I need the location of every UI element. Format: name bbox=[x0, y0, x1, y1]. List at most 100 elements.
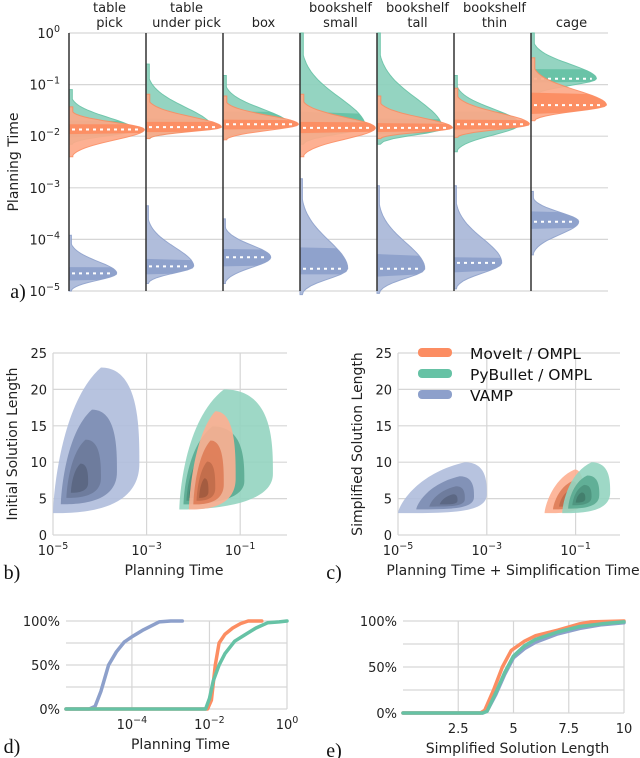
x-axis-label: Planning Time bbox=[124, 563, 223, 579]
y-tick-label: 0 bbox=[39, 529, 47, 544]
cdf-line-vamp bbox=[64, 619, 185, 711]
panel-c: 0 5 10 15 20 25 10−5 10−3 10−1 Planning Time + Si… bbox=[326, 345, 639, 584]
y-tick-label: 25 bbox=[30, 347, 47, 362]
violin-iqr-vamp bbox=[300, 247, 348, 275]
violin-iqr-vamp bbox=[531, 211, 579, 229]
y-tick-label: 5 bbox=[39, 493, 47, 508]
y-tick-label: 100% bbox=[23, 615, 60, 630]
legend-swatch-pybullet bbox=[418, 369, 452, 378]
y-tick-label: 5 bbox=[384, 493, 392, 508]
legend-label-pybullet: PyBullet / OMPL bbox=[470, 366, 592, 384]
category-label-line: cage bbox=[556, 16, 587, 31]
x-tick-label: 10−2 bbox=[194, 715, 225, 733]
y-tick-label: 0% bbox=[39, 703, 60, 718]
category-label-line: small bbox=[323, 16, 358, 31]
y-tick-label: 50% bbox=[31, 659, 60, 674]
y-tick-label: 10−5 bbox=[29, 282, 60, 300]
y-tick-label: 10−1 bbox=[29, 76, 60, 94]
x-tick-label: 5 bbox=[509, 722, 517, 737]
kde-contour-vamp bbox=[70, 463, 89, 493]
panel-label-c: c) bbox=[326, 562, 342, 584]
legend: MoveIt / OMPL PyBullet / OMPL VAMP bbox=[418, 345, 592, 405]
y-tick-label: 10−2 bbox=[29, 127, 60, 145]
y-axis-label: Initial Solution Length bbox=[5, 368, 21, 521]
x-axis-label: Simplified Solution Length bbox=[426, 741, 610, 757]
cdf-line-pybullet bbox=[64, 619, 289, 711]
y-tick-label: 10 bbox=[30, 456, 47, 471]
x-tick-label: 7.5 bbox=[558, 722, 579, 737]
panel-a: 100 10−1 10−2 10−3 10−4 10−5 Planning Time a) ta… bbox=[6, 1, 608, 303]
y-tick-label: 100 bbox=[37, 24, 60, 42]
y-tick-label: 25 bbox=[375, 347, 392, 362]
legend-label-moveit: MoveIt / OMPL bbox=[470, 345, 581, 363]
panel-label-b: b) bbox=[4, 562, 21, 584]
x-tick-label: 10 bbox=[616, 722, 633, 737]
y-tick-label: 50% bbox=[368, 661, 397, 676]
category-label-line: under pick bbox=[152, 16, 221, 31]
category-label-line: box bbox=[252, 16, 276, 31]
legend-label-vamp: VAMP bbox=[470, 387, 513, 405]
x-tick-label: 10−1 bbox=[225, 541, 256, 559]
violin-iqr-moveit bbox=[300, 121, 376, 134]
panel-label-e: e) bbox=[326, 740, 342, 758]
x-axis-label: Planning Time bbox=[131, 737, 230, 753]
violin-iqr-moveit bbox=[531, 92, 607, 114]
violin-iqr-moveit bbox=[454, 119, 530, 130]
cdf-line-pybullet bbox=[401, 620, 626, 715]
x-axis-label: Planning Time + Simplification Time bbox=[386, 563, 639, 579]
x-tick-label: 10−4 bbox=[117, 715, 148, 733]
y-axis-label: Simplified Solution Length bbox=[350, 352, 366, 536]
violin-iqr-moveit bbox=[223, 119, 299, 130]
y-tick-label: 10−3 bbox=[29, 179, 60, 197]
category-label-line: pick bbox=[96, 16, 123, 31]
panel-d: 0% 50% 100% 10−4 10−2 100 Planning Time d) bbox=[4, 615, 299, 758]
category-label-line: bookshelf bbox=[386, 1, 449, 16]
category-label-line: thin bbox=[482, 16, 507, 31]
y-tick-label: 10 bbox=[375, 456, 392, 471]
violin-iqr-vamp bbox=[223, 249, 271, 267]
y-tick-label: 15 bbox=[30, 420, 47, 435]
violin-iqr-moveit bbox=[377, 123, 453, 133]
kde-contour-pybullet bbox=[575, 492, 586, 503]
x-tick-label: 10−5 bbox=[38, 541, 69, 559]
x-tick-label: 10−1 bbox=[560, 541, 591, 559]
y-tick-label: 10−4 bbox=[29, 230, 60, 248]
violin-vamp bbox=[299, 178, 349, 296]
x-tick-label: 10−3 bbox=[472, 541, 503, 559]
y-tick-label: 100% bbox=[360, 615, 397, 630]
violin-iqr-vamp bbox=[146, 258, 194, 275]
category-label-line: bookshelf bbox=[309, 1, 372, 16]
category-label-line: tall bbox=[407, 16, 427, 31]
kde-contour-moveit bbox=[199, 478, 209, 498]
category-label-line: table bbox=[170, 1, 203, 16]
panel-label-d: d) bbox=[4, 736, 21, 758]
y-axis-label: Planning Time bbox=[6, 112, 22, 211]
y-tick-label: 15 bbox=[375, 420, 392, 435]
x-tick-label: 2.5 bbox=[448, 722, 469, 737]
panel-label-a: a) bbox=[10, 281, 26, 303]
violin-iqr-moveit bbox=[146, 121, 222, 133]
x-tick-label: 100 bbox=[276, 715, 299, 733]
legend-swatch-moveit bbox=[418, 348, 452, 357]
violin-vamp bbox=[68, 234, 118, 292]
violin-iqr-moveit bbox=[69, 124, 145, 135]
violin-vamp bbox=[453, 185, 503, 290]
x-tick-label: 10−5 bbox=[383, 541, 414, 559]
y-tick-label: 0% bbox=[376, 707, 397, 722]
category-label-line: bookshelf bbox=[463, 1, 526, 16]
panel-e: 0% 50% 100% 2.5 5 7.5 10 Simplified Solution Le… bbox=[326, 615, 632, 758]
x-tick-label: 10−3 bbox=[131, 541, 162, 559]
cdf-line-moveit bbox=[64, 619, 264, 711]
violin-iqr-vamp bbox=[69, 267, 117, 281]
y-tick-label: 0 bbox=[384, 529, 392, 544]
y-tick-label: 20 bbox=[30, 383, 47, 398]
violin-iqr-vamp bbox=[454, 257, 502, 273]
y-tick-label: 20 bbox=[375, 383, 392, 398]
